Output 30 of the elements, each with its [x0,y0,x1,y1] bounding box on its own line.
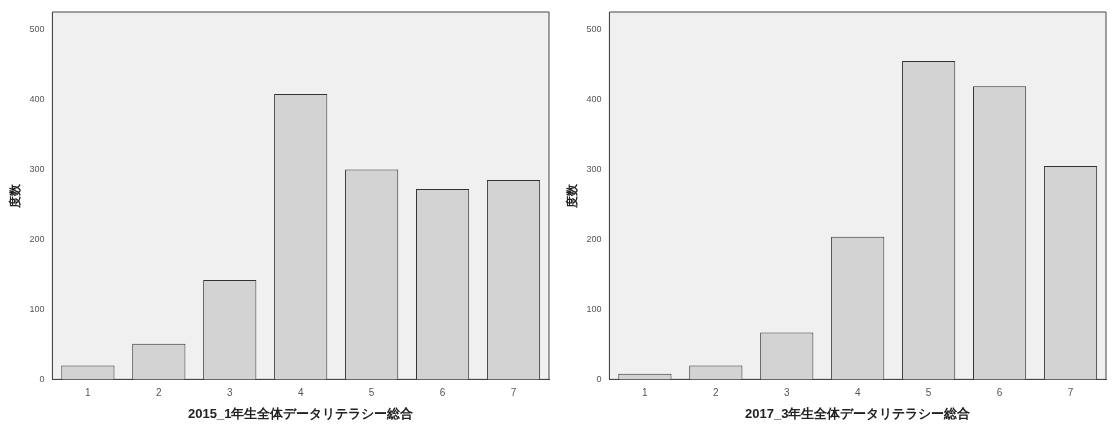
x-axis-title: 2015_1年生全体データリテラシー総合 [188,405,414,421]
x-tick-label: 5 [368,387,375,399]
x-tick-label: 4 [854,387,861,399]
x-tick-label: 1 [85,387,92,399]
y-tick-label: 400 [29,93,45,104]
x-tick-label: 3 [783,387,790,399]
x-tick-label: 6 [996,387,1003,399]
x-tick-label: 4 [297,387,304,399]
y-tick-label: 500 [586,23,602,34]
x-tick-label: 7 [510,387,517,399]
x-tick-label: 2 [156,387,163,399]
x-tick-label: 6 [439,387,446,399]
x-tick-label: 5 [925,387,932,399]
y-axis-title: 度数 [7,182,22,209]
y-tick-label: 400 [586,93,602,104]
y-tick-label: 300 [29,163,45,174]
y-tick-label: 100 [29,303,45,314]
y-tick-label: 200 [29,233,45,244]
y-axis-title: 度数 [564,182,579,209]
x-tick-label: 3 [226,387,233,399]
y-tick-label: 100 [586,303,602,314]
y-tick-label: 0 [39,373,45,384]
y-tick-label: 0 [596,373,602,384]
x-tick-label: 7 [1067,387,1074,399]
y-tick-label: 300 [586,163,602,174]
y-tick-label: 200 [586,233,602,244]
x-axis-title: 2017_3年生全体データリテラシー総合 [745,405,971,421]
x-tick-label: 2 [713,387,720,399]
y-tick-label: 500 [29,23,45,34]
x-tick-label: 1 [642,387,649,399]
